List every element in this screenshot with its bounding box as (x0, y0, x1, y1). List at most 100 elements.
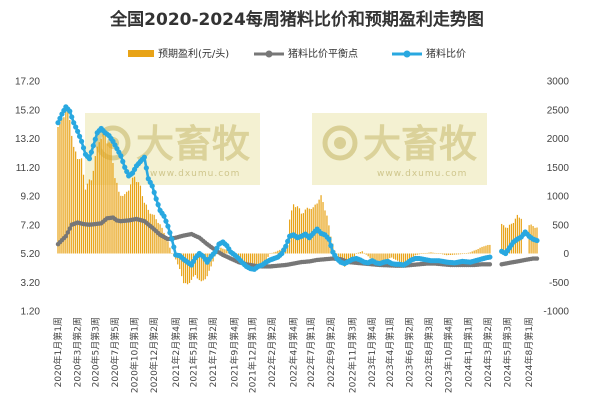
profit-bar (243, 253, 246, 264)
profit-bar (220, 247, 222, 254)
chart-title: 全国2020-2024每周猪料比价和预期盈利走势图 (109, 9, 484, 30)
profit-bar (255, 253, 257, 270)
y-axis-right: 3000 2500 2000 1500 1000 500 0 -500 -1000 (543, 77, 569, 318)
x-tick-label: 2024年3月第2周 (482, 317, 494, 387)
profit-bar (206, 253, 208, 277)
profit-bar (465, 253, 467, 254)
profit-bar (188, 253, 191, 283)
profit-bar (78, 159, 81, 254)
series-point (67, 108, 73, 114)
series-point (285, 238, 291, 244)
profit-bar (385, 253, 387, 261)
y-right-tick-label: 1000 (547, 192, 570, 203)
profit-bar (106, 143, 108, 254)
series-point (161, 213, 167, 219)
x-tick-label: 2024年8月第1周 (523, 317, 535, 387)
series-point (67, 226, 72, 231)
profit-bar (485, 245, 487, 254)
profit-bar (63, 117, 65, 254)
profit-bar (155, 219, 157, 254)
profit-bar (145, 204, 147, 254)
profit-bar (153, 214, 155, 254)
profit-bar (508, 224, 511, 254)
y-right-tick-label: 2500 (547, 105, 570, 116)
x-tick-label: 2023年6月第2周 (403, 317, 415, 387)
profit-bar (412, 253, 414, 257)
profit-bar (512, 222, 515, 254)
watermark-left-box (85, 113, 260, 185)
profit-bar (377, 253, 379, 264)
profit-bar (253, 253, 255, 271)
profit-bar (514, 218, 517, 254)
x-tick-label: 2021年2月第4周 (170, 317, 182, 387)
profit-bar (361, 251, 363, 254)
profit-bar (147, 209, 149, 254)
series-point (55, 120, 61, 126)
profit-bar (408, 253, 411, 260)
profit-bar (473, 250, 475, 254)
profit-bar (389, 253, 391, 259)
legend-item-ratio[interactable]: 猪料比价 (392, 47, 466, 60)
profit-bar (442, 253, 444, 255)
y-left-tick-label: 1.20 (21, 307, 41, 318)
profit-bar (247, 253, 250, 268)
profit-bar (110, 143, 112, 254)
profit-bar (131, 177, 134, 254)
x-axis: 2020年1月第1周 2020年3月第2周 2020年5月第3周 2020年7月第5周… (52, 317, 535, 393)
legend-label-profit: 预期盈利(元/头) (158, 48, 229, 60)
series-point (118, 153, 124, 159)
profit-bar (353, 253, 356, 257)
profit-bar (306, 207, 308, 254)
profit-bar (369, 253, 371, 259)
series-point (86, 156, 93, 162)
profit-bar (222, 248, 224, 254)
profit-bar (202, 253, 204, 281)
series-point (487, 254, 493, 260)
profit-bar (393, 253, 395, 259)
legend-item-profit[interactable]: 预期盈利(元/头) (128, 48, 229, 60)
profit-bar (224, 249, 226, 254)
profit-bar (351, 253, 354, 260)
profit-bar (436, 253, 438, 254)
series-point (328, 242, 334, 249)
watermark-right-site: www.dxumu.com (377, 169, 467, 179)
series-point (149, 183, 155, 189)
profit-bar (143, 202, 145, 254)
watermark-right-logo-icon (322, 125, 358, 161)
profit-bar (273, 252, 275, 254)
profit-bar (167, 241, 169, 254)
series-point (155, 202, 161, 208)
profit-bar (440, 253, 442, 254)
legend-label-ratio: 猪料比价 (426, 47, 466, 60)
legend-swatch-breakeven-marker (265, 50, 273, 58)
profit-bar (179, 253, 181, 270)
profit-bar (338, 253, 340, 260)
profit-bar (483, 246, 485, 254)
profit-bar (94, 156, 96, 254)
series-point (63, 234, 69, 239)
watermark-right-brand: 大畜牧 (363, 122, 478, 166)
profit-bar (395, 253, 397, 260)
series-point (143, 165, 149, 171)
profit-bar (104, 135, 106, 254)
x-tick-label: 2021年7月第2周 (207, 317, 219, 387)
profit-bar (241, 253, 244, 263)
profit-bar (271, 252, 273, 254)
series-point (90, 143, 96, 149)
legend: 预期盈利(元/头) 猪料比价平衡点 猪料比价 (128, 47, 466, 60)
profit-bar (506, 227, 509, 254)
watermark-right: 大畜牧 www.dxumu.com (312, 113, 487, 185)
y-left-tick-label: 13.20 (15, 134, 40, 145)
profit-bar (65, 111, 67, 254)
profit-bar (61, 118, 63, 254)
profit-bar (177, 253, 179, 265)
profit-bar (355, 253, 357, 254)
legend-item-breakeven[interactable]: 猪料比价平衡点 (254, 47, 358, 60)
profit-bar (275, 251, 277, 254)
y-right-tick-label: -1000 (543, 307, 569, 318)
x-tick-label: 2022年2月第2周 (266, 317, 278, 387)
series-point (69, 114, 75, 120)
profit-bar (165, 236, 167, 254)
profit-bar (320, 195, 322, 254)
profit-bar (418, 253, 420, 255)
